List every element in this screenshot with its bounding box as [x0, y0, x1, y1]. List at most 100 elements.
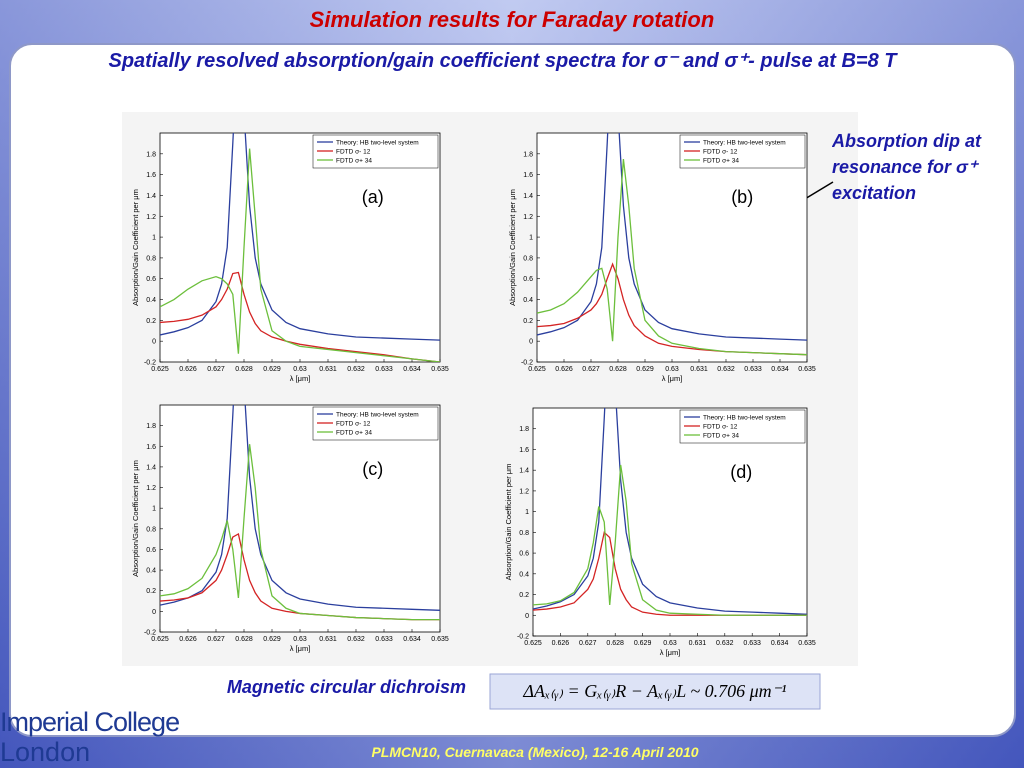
x-tick-label: 0.632 — [347, 636, 365, 643]
x-tick-label: 0.635 — [431, 636, 449, 643]
y-tick-label: 1.6 — [519, 447, 529, 454]
plot-area — [536, 132, 808, 363]
x-tick-label: 0.627 — [579, 640, 597, 647]
y-tick-label: 0.6 — [146, 547, 156, 554]
y-tick-label: 0.8 — [146, 526, 156, 533]
x-tick-label: 0.627 — [207, 636, 225, 643]
x-axis-label: λ [μm] — [662, 374, 683, 383]
y-tick-label: 1 — [525, 509, 529, 516]
y-tick-label: 1.2 — [146, 485, 156, 492]
legend-label: FDTD σ- 12 — [703, 148, 738, 155]
legend-label: FDTD σ+ 34 — [703, 157, 739, 164]
chart: -0.2 0 0.2 0.4 0.6 0.8 1 1.2 1.4 1.6 1.8 0.625 0.626… — [504, 407, 816, 657]
y-axis-label: Absorption/Gain Coefficient per μm — [508, 189, 517, 306]
x-tick-label: 0.634 — [403, 366, 421, 373]
x-tick-label: 0.632 — [717, 366, 735, 373]
y-tick-label: 1.4 — [146, 193, 156, 200]
y-tick-label: 1.6 — [146, 172, 156, 179]
subtitle: Spatially resolved absorption/gain coeff… — [108, 50, 897, 72]
callout-box: Absorption dip at resonance for σ⁺ excit… — [832, 131, 981, 203]
y-tick-label: 0.4 — [146, 297, 156, 304]
legend-label: FDTD σ- 12 — [336, 420, 371, 427]
legend-label: Theory: HB two-level system — [336, 411, 419, 418]
y-tick-label: 1.4 — [519, 468, 529, 475]
y-tick-label: 1 — [152, 506, 156, 513]
y-tick-label: 0 — [525, 613, 529, 620]
x-tick-label: 0.631 — [689, 640, 707, 647]
series-line — [160, 444, 440, 621]
chart: -0.2 0 0.2 0.4 0.6 0.8 1 1.2 1.4 1.6 1.8 0.625 0.626… — [508, 132, 816, 383]
legend-label: Theory: HB two-level system — [336, 139, 419, 146]
y-tick-label: 0.4 — [146, 568, 156, 575]
x-axis-label: λ [μm] — [290, 644, 311, 653]
x-tick-label: 0.635 — [798, 366, 816, 373]
y-tick-label: 1.2 — [519, 488, 529, 495]
y-tick-label: -0.2 — [144, 630, 156, 637]
legend-label: FDTD σ+ 34 — [336, 429, 372, 436]
caption: Magnetic circular dichroism — [227, 677, 466, 697]
y-tick-label: 1.2 — [523, 214, 533, 221]
y-tick-label: 0 — [152, 609, 156, 616]
x-tick-label: 0.625 — [524, 640, 542, 647]
x-tick-label: 0.63 — [293, 366, 307, 373]
y-tick-label: 1.8 — [146, 423, 156, 430]
y-tick-label: 1.2 — [146, 214, 156, 221]
y-axis-label: Absorption/Gain Coefficient per μm — [504, 464, 513, 581]
x-axis-label: λ [μm] — [290, 374, 311, 383]
chart: -0.2 0 0.2 0.4 0.6 0.8 1 1.2 1.4 1.6 1.8 0.625 0.626… — [131, 404, 449, 653]
x-tick-label: 0.63 — [663, 640, 677, 647]
x-tick-label: 0.632 — [347, 366, 365, 373]
formula-box — [489, 673, 821, 710]
plot-area — [159, 132, 441, 363]
y-tick-label: 1.6 — [523, 172, 533, 179]
x-tick-label: 0.631 — [319, 636, 337, 643]
x-tick-label: 0.634 — [771, 366, 789, 373]
legend-box — [679, 134, 806, 169]
series-line — [160, 133, 440, 341]
x-tick-label: 0.635 — [431, 366, 449, 373]
series-line — [533, 464, 807, 616]
x-tick-label: 0.625 — [151, 636, 169, 643]
y-tick-label: -0.2 — [517, 634, 529, 641]
x-axis-label: λ [μm] — [660, 648, 681, 657]
y-tick-label: 0.4 — [523, 297, 533, 304]
series-group — [160, 133, 440, 362]
x-tick-label: 0.628 — [235, 366, 253, 373]
panel-label: (a) — [362, 187, 384, 207]
y-tick-label: 1 — [529, 235, 533, 242]
y-tick-label: 0.2 — [146, 318, 156, 325]
x-tick-label: 0.629 — [263, 366, 281, 373]
series-line — [537, 133, 807, 341]
x-tick-label: 0.625 — [528, 366, 546, 373]
y-tick-label: 0.8 — [519, 530, 529, 537]
series-line — [160, 405, 440, 611]
panel-label: (d) — [730, 462, 752, 482]
x-tick-label: 0.633 — [743, 640, 761, 647]
x-tick-label: 0.628 — [606, 640, 624, 647]
x-tick-label: 0.626 — [179, 636, 197, 643]
footer: PLMCN10, Cuernavaca (Mexico), 12-16 Apri… — [371, 744, 698, 760]
x-tick-label: 0.633 — [375, 636, 393, 643]
y-tick-label: 0.2 — [519, 592, 529, 599]
panel-label: (c) — [362, 459, 383, 479]
y-tick-label: 1 — [152, 235, 156, 242]
series-line — [537, 158, 807, 356]
legend-label: FDTD σ- 12 — [336, 148, 371, 155]
y-tick-label: 1.8 — [523, 151, 533, 158]
x-tick-label: 0.627 — [582, 366, 600, 373]
legend-label: Theory: HB two-level system — [703, 414, 786, 421]
y-tick-label: 1.8 — [519, 426, 529, 433]
series-line — [533, 408, 807, 615]
legend-box — [312, 134, 439, 169]
x-tick-label: 0.632 — [716, 640, 734, 647]
series-line — [160, 148, 440, 362]
x-tick-label: 0.626 — [179, 366, 197, 373]
series-line — [160, 271, 440, 362]
y-axis-label: Absorption/Gain Coefficient per μm — [131, 460, 140, 577]
y-tick-label: 0.8 — [146, 255, 156, 262]
x-tick-label: 0.626 — [552, 640, 570, 647]
legend-box — [679, 409, 806, 444]
y-tick-label: 0.8 — [523, 255, 533, 262]
legend-box — [312, 406, 439, 441]
